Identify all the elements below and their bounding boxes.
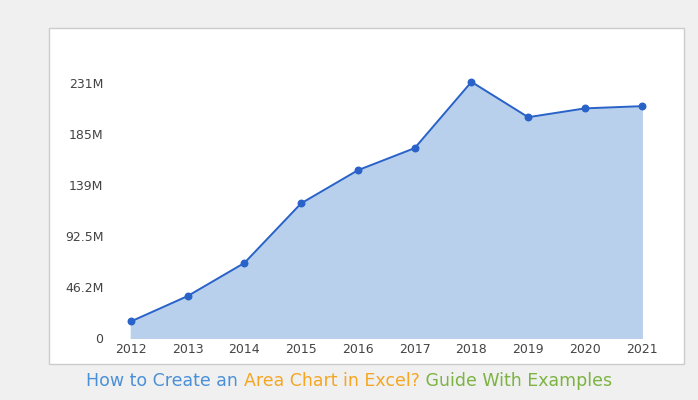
- Point: [295, 200, 306, 206]
- Point: [579, 105, 591, 112]
- Point: [239, 260, 250, 266]
- Text: Area Chart in Excel?: Area Chart in Excel?: [244, 372, 419, 390]
- Point: [352, 167, 364, 173]
- Point: [126, 318, 137, 325]
- Text: How to Create an: How to Create an: [87, 372, 244, 390]
- Text: Guide With Examples: Guide With Examples: [419, 372, 611, 390]
- Point: [636, 103, 647, 109]
- Point: [466, 79, 477, 85]
- Point: [523, 114, 534, 120]
- Point: [182, 293, 193, 299]
- Point: [409, 145, 420, 151]
